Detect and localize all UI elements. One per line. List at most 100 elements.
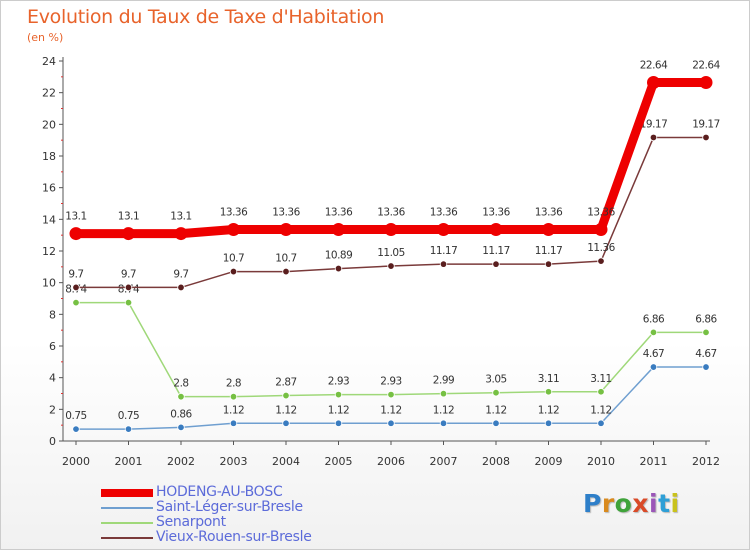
y-tick-label: 2 xyxy=(49,403,56,416)
data-point-hodeng-au-bosc xyxy=(332,222,345,236)
data-label-saint-leger-sur-bresle: 0.86 xyxy=(170,408,192,420)
data-label-vieux-rouen-sur-bresle: 10.7 xyxy=(275,253,296,265)
data-label-saint-leger-sur-bresle: 1.12 xyxy=(223,404,244,416)
data-label-senarpont: 6.86 xyxy=(643,313,665,325)
data-point-senarpont xyxy=(177,392,185,401)
x-tick-label: 2012 xyxy=(692,455,720,468)
data-point-saint-leger-sur-bresle xyxy=(702,363,710,371)
legend-swatch xyxy=(101,507,153,509)
data-label-hodeng-au-bosc: 13.36 xyxy=(325,206,353,218)
data-label-senarpont: 3.11 xyxy=(590,373,611,385)
data-point-saint-leger-sur-bresle xyxy=(597,419,605,427)
data-point-senarpont xyxy=(124,298,133,307)
data-point-hodeng-au-bosc xyxy=(69,227,83,241)
y-tick-label: 10 xyxy=(42,277,56,290)
data-point-saint-leger-sur-bresle xyxy=(229,419,238,427)
data-point-senarpont xyxy=(597,388,605,396)
data-label-senarpont: 3.11 xyxy=(538,373,559,385)
data-point-vieux-rouen-sur-bresle xyxy=(597,257,605,265)
x-tick-label: 2008 xyxy=(482,455,510,468)
data-point-senarpont xyxy=(72,298,80,307)
logo-letter: t xyxy=(658,489,671,518)
data-point-saint-leger-sur-bresle xyxy=(282,419,290,427)
data-point-senarpont xyxy=(282,391,290,400)
y-tick-label: 8 xyxy=(49,308,56,321)
y-tick-label: 4 xyxy=(49,372,56,385)
legend-label: HODENG-AU-BOSC xyxy=(156,484,283,500)
data-point-saint-leger-sur-bresle xyxy=(544,419,553,427)
data-label-saint-leger-sur-bresle: 1.12 xyxy=(485,404,506,416)
data-point-vieux-rouen-sur-bresle xyxy=(702,133,710,142)
data-label-saint-leger-sur-bresle: 0.75 xyxy=(118,410,139,422)
data-point-vieux-rouen-sur-bresle xyxy=(544,260,553,268)
data-point-hodeng-au-bosc xyxy=(489,222,503,236)
data-point-hodeng-au-bosc xyxy=(279,222,293,236)
data-point-senarpont xyxy=(334,390,343,399)
data-label-vieux-rouen-sur-bresle: 11.17 xyxy=(535,245,563,257)
data-point-vieux-rouen-sur-bresle xyxy=(439,260,448,268)
data-point-saint-leger-sur-bresle xyxy=(72,425,80,433)
data-label-hodeng-au-bosc: 13.36 xyxy=(272,206,300,218)
data-label-senarpont: 2.87 xyxy=(275,377,296,389)
legend-swatch xyxy=(101,522,153,524)
data-label-saint-leger-sur-bresle: 1.12 xyxy=(380,404,401,416)
data-point-vieux-rouen-sur-bresle xyxy=(72,283,80,292)
x-tick-label: 2000 xyxy=(62,455,90,468)
y-tick-label: 14 xyxy=(42,213,56,226)
data-point-vieux-rouen-sur-bresle xyxy=(124,283,133,292)
data-label-hodeng-au-bosc: 22.64 xyxy=(692,60,720,72)
data-label-saint-leger-sur-bresle: 1.12 xyxy=(590,404,611,416)
data-label-vieux-rouen-sur-bresle: 9.7 xyxy=(173,268,188,280)
data-point-senarpont xyxy=(702,328,710,337)
data-point-saint-leger-sur-bresle xyxy=(387,419,395,427)
y-tick-label: 24 xyxy=(42,55,56,68)
legend-label: Senarpont xyxy=(156,514,226,530)
data-point-senarpont xyxy=(387,390,395,399)
data-point-hodeng-au-bosc xyxy=(594,222,608,236)
data-point-vieux-rouen-sur-bresle xyxy=(334,264,343,273)
data-point-vieux-rouen-sur-bresle xyxy=(649,133,658,142)
data-label-saint-leger-sur-bresle: 1.12 xyxy=(433,404,454,416)
logo-letter: P xyxy=(583,489,602,518)
data-point-vieux-rouen-sur-bresle xyxy=(177,283,185,292)
data-label-saint-leger-sur-bresle: 0.75 xyxy=(65,410,86,422)
data-point-vieux-rouen-sur-bresle xyxy=(492,260,500,268)
logo-letter: o xyxy=(614,489,633,518)
data-label-vieux-rouen-sur-bresle: 9.7 xyxy=(68,268,83,280)
logo-letter: x xyxy=(632,489,649,518)
legend-swatch xyxy=(101,489,153,497)
y-tick-label: 16 xyxy=(42,182,56,195)
data-point-hodeng-au-bosc xyxy=(384,222,398,236)
y-tick-label: 6 xyxy=(49,340,56,353)
data-point-hodeng-au-bosc xyxy=(437,222,450,236)
data-label-saint-leger-sur-bresle: 4.67 xyxy=(695,348,716,360)
data-label-senarpont: 2.93 xyxy=(380,376,401,388)
data-label-senarpont: 2.99 xyxy=(433,375,454,387)
data-label-hodeng-au-bosc: 13.36 xyxy=(377,206,405,218)
data-label-hodeng-au-bosc: 13.1 xyxy=(170,211,191,223)
y-tick-label: 22 xyxy=(42,87,56,100)
chart-unit-label: (en %) xyxy=(27,31,64,44)
y-tick-label: 0 xyxy=(49,435,56,448)
data-point-vieux-rouen-sur-bresle xyxy=(229,267,238,276)
data-label-senarpont: 6.86 xyxy=(695,313,717,325)
data-point-saint-leger-sur-bresle xyxy=(334,419,343,427)
logo-letter: r xyxy=(601,489,615,518)
data-point-hodeng-au-bosc xyxy=(699,76,713,90)
chart-title: Evolution du Taux de Taxe d'Habitation xyxy=(27,6,385,28)
data-label-hodeng-au-bosc: 13.36 xyxy=(535,206,563,218)
data-point-senarpont xyxy=(229,392,238,401)
x-tick-label: 2007 xyxy=(430,455,458,468)
data-label-hodeng-au-bosc: 22.64 xyxy=(640,60,668,72)
data-point-senarpont xyxy=(439,389,448,398)
data-point-saint-leger-sur-bresle xyxy=(124,425,133,433)
data-label-vieux-rouen-sur-bresle: 9.7 xyxy=(121,268,136,280)
x-tick-label: 2002 xyxy=(167,455,195,468)
data-label-hodeng-au-bosc: 13.36 xyxy=(430,206,458,218)
data-point-senarpont xyxy=(492,389,500,397)
data-label-vieux-rouen-sur-bresle: 11.05 xyxy=(377,247,405,259)
data-label-vieux-rouen-sur-bresle: 19.17 xyxy=(692,118,720,130)
data-label-senarpont: 2.8 xyxy=(173,378,188,390)
